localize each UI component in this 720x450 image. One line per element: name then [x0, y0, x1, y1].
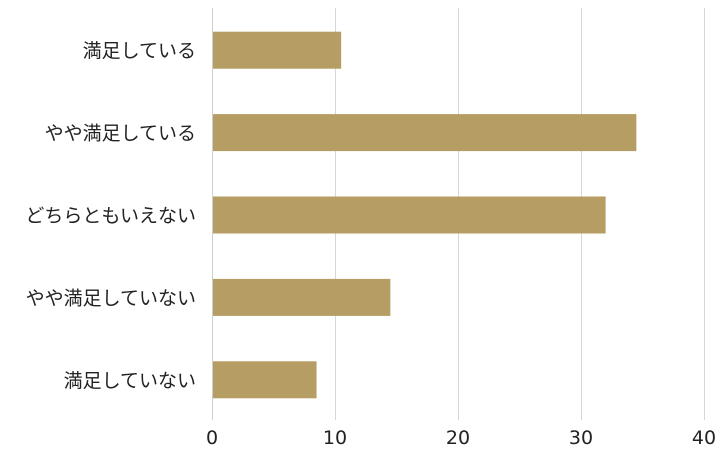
category-label: 満足している — [83, 40, 196, 62]
x-tick-label: 0 — [206, 427, 218, 449]
category-label: やや満足している — [45, 123, 196, 145]
x-tick-label: 20 — [446, 427, 470, 449]
x-tick-label: 10 — [323, 427, 347, 449]
category-label: やや満足していない — [26, 287, 196, 309]
bar — [213, 114, 637, 152]
x-tick-label: 30 — [569, 427, 593, 449]
category-label: 満足していない — [64, 370, 196, 392]
x-tick-labels: 0 10 20 30 40 — [206, 427, 716, 449]
x-tick-label: 40 — [692, 427, 716, 449]
bar — [213, 196, 606, 234]
bars — [213, 31, 637, 399]
category-label: どちらともいえない — [25, 205, 196, 227]
bar — [213, 278, 391, 316]
bar — [213, 361, 317, 399]
bar — [213, 31, 342, 69]
